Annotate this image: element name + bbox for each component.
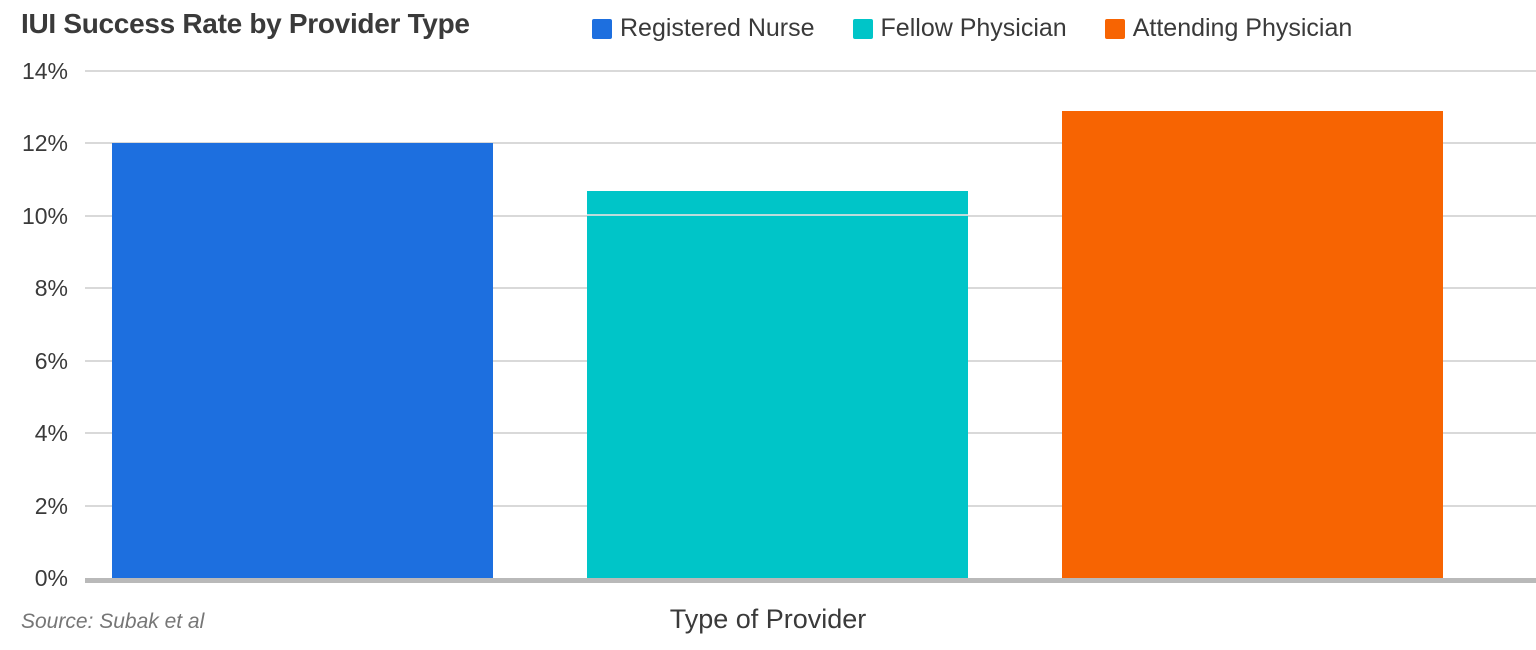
bar-slot bbox=[540, 71, 1015, 578]
bar-fellow-physician[interactable] bbox=[586, 190, 969, 578]
chart-title: IUI Success Rate by Provider Type bbox=[21, 8, 470, 39]
bar-divider-line bbox=[586, 213, 969, 216]
bar-attending-physician[interactable] bbox=[1061, 110, 1444, 578]
y-tick-10%: 10% bbox=[21, 202, 68, 229]
bar-slot bbox=[65, 71, 540, 578]
bars-container bbox=[65, 71, 1490, 578]
legend: Registered Nurse Fellow Physician Attendin… bbox=[592, 14, 1352, 43]
y-tick-4%: 4% bbox=[34, 420, 68, 447]
legend-swatch-icon bbox=[592, 18, 612, 39]
y-tick-12%: 12% bbox=[21, 130, 68, 157]
x-axis-title: Type of Provider bbox=[669, 604, 867, 634]
legend-swatch-icon bbox=[852, 18, 873, 39]
legend-item-registered-nurse[interactable]: Registered Nurse bbox=[592, 14, 815, 43]
gridline-14% bbox=[85, 70, 1536, 72]
y-tick-2%: 2% bbox=[34, 492, 68, 519]
y-tick-8%: 8% bbox=[34, 275, 68, 302]
bar-slot bbox=[1015, 71, 1490, 578]
legend-swatch-icon bbox=[1104, 18, 1125, 39]
legend-label: Registered Nurse bbox=[620, 14, 815, 42]
y-tick-6%: 6% bbox=[34, 347, 68, 374]
x-axis-line bbox=[85, 578, 1536, 583]
legend-label: Fellow Physician bbox=[880, 14, 1067, 42]
legend-item-attending-physician[interactable]: Attending Physician bbox=[1104, 14, 1353, 43]
source-note: Source: Subak et al bbox=[21, 610, 205, 633]
y-tick-14%: 14% bbox=[21, 58, 68, 84]
gridline-12% bbox=[85, 142, 1536, 145]
legend-item-fellow-physician[interactable]: Fellow Physician bbox=[852, 14, 1067, 43]
bar-registered-nurse[interactable] bbox=[111, 143, 494, 578]
y-tick-0%: 0% bbox=[34, 565, 68, 591]
legend-label: Attending Physician bbox=[1132, 14, 1353, 42]
